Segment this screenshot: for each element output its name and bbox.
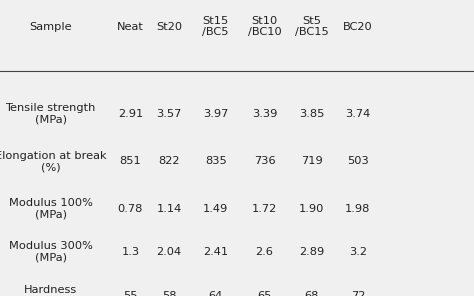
Text: 2.89: 2.89: [299, 247, 325, 257]
Text: 0.78: 0.78: [118, 204, 143, 214]
Text: St10
/BC10: St10 /BC10: [247, 16, 282, 37]
Text: 3.57: 3.57: [156, 109, 182, 119]
Text: St5
/BC15: St5 /BC15: [295, 16, 329, 37]
Text: 3.74: 3.74: [345, 109, 371, 119]
Text: Elongation at break
(%): Elongation at break (%): [0, 151, 107, 172]
Text: 1.90: 1.90: [299, 204, 325, 214]
Text: Modulus 300%
(MPa): Modulus 300% (MPa): [9, 242, 92, 263]
Text: 851: 851: [119, 156, 141, 166]
Text: 1.98: 1.98: [345, 204, 371, 214]
Text: 719: 719: [301, 156, 323, 166]
Text: 822: 822: [158, 156, 180, 166]
Text: 3.2: 3.2: [349, 247, 367, 257]
Text: St20: St20: [156, 22, 182, 32]
Text: 2.6: 2.6: [255, 247, 273, 257]
Text: 1.3: 1.3: [121, 247, 139, 257]
Text: Modulus 100%
(MPa): Modulus 100% (MPa): [9, 198, 92, 219]
Text: 3.39: 3.39: [252, 109, 277, 119]
Text: 64: 64: [209, 291, 223, 296]
Text: 3.85: 3.85: [299, 109, 325, 119]
Text: Hardness
(Shore A): Hardness (Shore A): [24, 285, 77, 296]
Text: 835: 835: [205, 156, 227, 166]
Text: 55: 55: [123, 291, 137, 296]
Text: Tensile strength
(MPa): Tensile strength (MPa): [6, 103, 96, 125]
Text: Neat: Neat: [117, 22, 144, 32]
Text: 65: 65: [257, 291, 272, 296]
Text: Sample: Sample: [29, 22, 72, 32]
Text: 2.91: 2.91: [118, 109, 143, 119]
Text: St15
/BC5: St15 /BC5: [202, 16, 229, 37]
Text: 2.41: 2.41: [203, 247, 228, 257]
Text: 736: 736: [254, 156, 275, 166]
Text: 72: 72: [351, 291, 365, 296]
Text: 1.14: 1.14: [156, 204, 182, 214]
Text: 1.72: 1.72: [252, 204, 277, 214]
Text: 3.97: 3.97: [203, 109, 228, 119]
Text: 1.49: 1.49: [203, 204, 228, 214]
Text: 2.04: 2.04: [156, 247, 182, 257]
Text: 503: 503: [347, 156, 369, 166]
Text: 58: 58: [162, 291, 176, 296]
Text: BC20: BC20: [343, 22, 373, 32]
Text: 68: 68: [305, 291, 319, 296]
